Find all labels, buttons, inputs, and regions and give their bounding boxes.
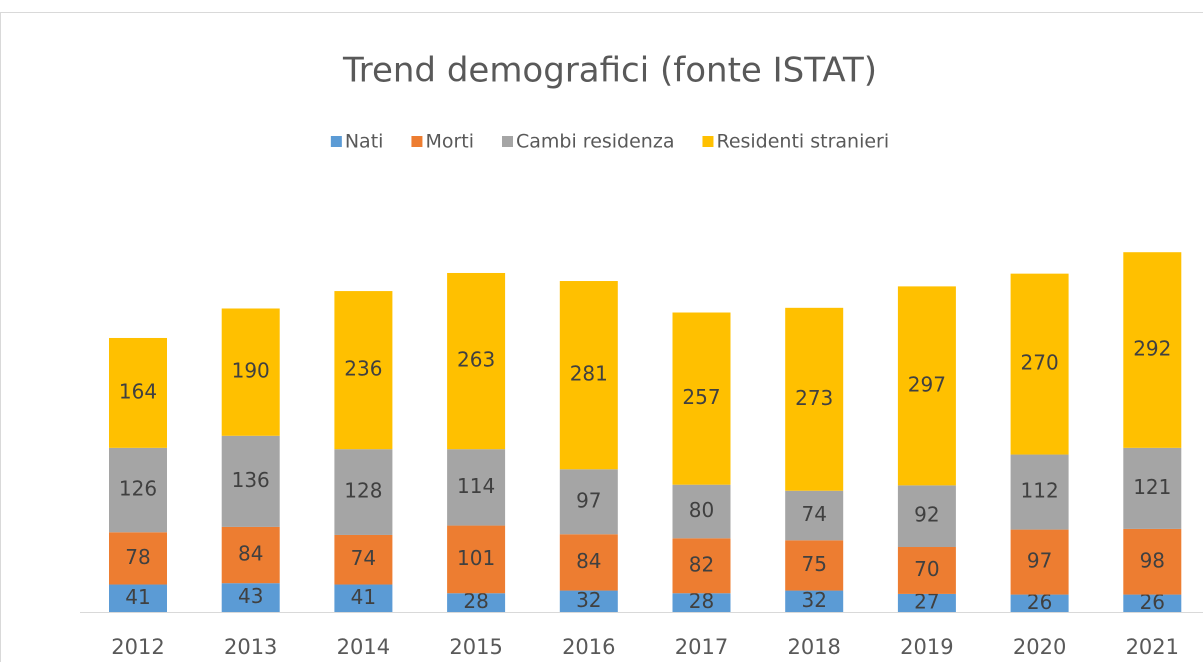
data-label: 97	[1027, 549, 1052, 573]
bar-segment	[109, 584, 167, 612]
data-label: 297	[908, 372, 946, 396]
x-tick-label: 2012	[111, 635, 164, 659]
data-label: 82	[689, 552, 714, 576]
data-label: 101	[457, 546, 495, 570]
x-tick-label: 2018	[787, 635, 840, 659]
bar-segment	[897, 286, 956, 486]
bar-segment	[221, 435, 280, 527]
bar-segment	[221, 526, 280, 584]
bar-segment	[109, 447, 167, 533]
bar-segment	[1123, 252, 1182, 448]
bar-segment	[1010, 594, 1069, 612]
data-label: 98	[1140, 548, 1165, 572]
bar-segment	[334, 584, 393, 612]
data-label: 190	[232, 359, 270, 383]
legend-label: Morti	[425, 131, 474, 153]
bar-segment	[447, 272, 506, 450]
x-tick-label: 2021	[1126, 635, 1179, 659]
bar-segment	[672, 538, 731, 594]
legend-label: Cambi residenza	[516, 131, 674, 153]
bar-segment	[1010, 273, 1069, 455]
bar-segment	[559, 281, 618, 470]
bar-segment	[221, 308, 280, 436]
data-label: 41	[351, 585, 376, 609]
x-tick-label: 2014	[337, 635, 390, 659]
legend-swatch	[411, 136, 423, 147]
data-label: 126	[119, 477, 157, 501]
x-tick-label: 2015	[449, 635, 502, 659]
bar-segment	[559, 534, 618, 591]
x-tick-label: 2017	[675, 635, 728, 659]
bar-segment	[672, 593, 731, 612]
data-label: 80	[689, 498, 714, 522]
bar-segment	[221, 583, 280, 612]
legend-swatch	[502, 136, 513, 147]
bar-segment	[1123, 447, 1182, 529]
bar-segment	[1010, 454, 1069, 530]
data-label: 112	[1021, 479, 1059, 503]
legend-swatch	[702, 136, 714, 147]
data-label: 43	[238, 584, 263, 608]
bar-segment	[1123, 528, 1182, 595]
bar-segment	[1123, 594, 1182, 612]
data-label: 78	[125, 545, 150, 569]
bar-segment	[1010, 529, 1069, 595]
bar-segment	[785, 490, 844, 541]
legend-swatch	[330, 136, 342, 147]
chart-title: Trend demografici (fonte ISTAT)	[342, 51, 877, 91]
x-tick-label: 2019	[900, 635, 953, 659]
bar-segment	[334, 291, 393, 450]
data-label: 281	[570, 362, 608, 386]
data-label: 128	[344, 479, 382, 503]
data-label: 263	[457, 348, 495, 372]
data-label: 270	[1021, 351, 1059, 375]
x-tick-label: 2013	[224, 635, 277, 659]
data-label: 32	[801, 588, 826, 612]
data-label: 75	[801, 552, 826, 576]
bar-segment	[559, 469, 618, 535]
legend-label: Nati	[345, 131, 384, 153]
bar-segment	[672, 312, 731, 485]
x-tick-label: 2020	[1013, 635, 1066, 659]
data-label: 70	[914, 557, 939, 581]
bar-segment	[897, 485, 956, 548]
data-label: 41	[125, 585, 150, 609]
bar-segment	[447, 525, 506, 594]
data-label: 257	[682, 385, 720, 409]
data-label: 74	[351, 546, 376, 570]
data-label: 92	[914, 503, 939, 527]
data-label: 32	[576, 588, 601, 612]
bar-segment	[447, 593, 506, 612]
x-tick-label: 2016	[562, 635, 615, 659]
bar-segment	[672, 484, 731, 539]
bar-segment	[559, 590, 618, 612]
bar-segment	[785, 307, 844, 491]
data-label: 292	[1133, 337, 1171, 361]
data-label: 97	[576, 488, 601, 512]
data-label: 84	[238, 542, 263, 566]
data-label: 74	[801, 502, 826, 526]
data-label: 236	[344, 357, 382, 381]
data-label: 164	[119, 379, 157, 403]
data-label: 84	[576, 549, 601, 573]
legend-label: Residenti stranieri	[716, 131, 889, 153]
bar-segment	[785, 540, 844, 591]
bar-segment	[334, 534, 393, 585]
bar-segment	[109, 532, 167, 585]
data-label: 136	[232, 468, 270, 492]
bar-segment	[447, 449, 506, 526]
data-label: 121	[1133, 475, 1171, 499]
bar-segment	[785, 590, 844, 612]
bar-segment	[897, 593, 956, 612]
bar-segment	[334, 449, 393, 535]
data-label: 273	[795, 386, 833, 410]
data-label: 114	[457, 474, 495, 498]
bar-segment	[897, 547, 956, 594]
bar-segment	[109, 337, 167, 448]
